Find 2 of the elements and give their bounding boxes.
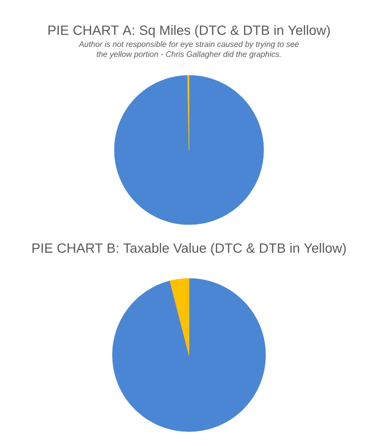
chart-title: PIE CHART A: Sq Miles (DTC & DTB in Yellow)	[48, 25, 330, 38]
chart-title: PIE CHART B: Taxable Value (DTC & DTB in Yellow)	[32, 242, 346, 256]
